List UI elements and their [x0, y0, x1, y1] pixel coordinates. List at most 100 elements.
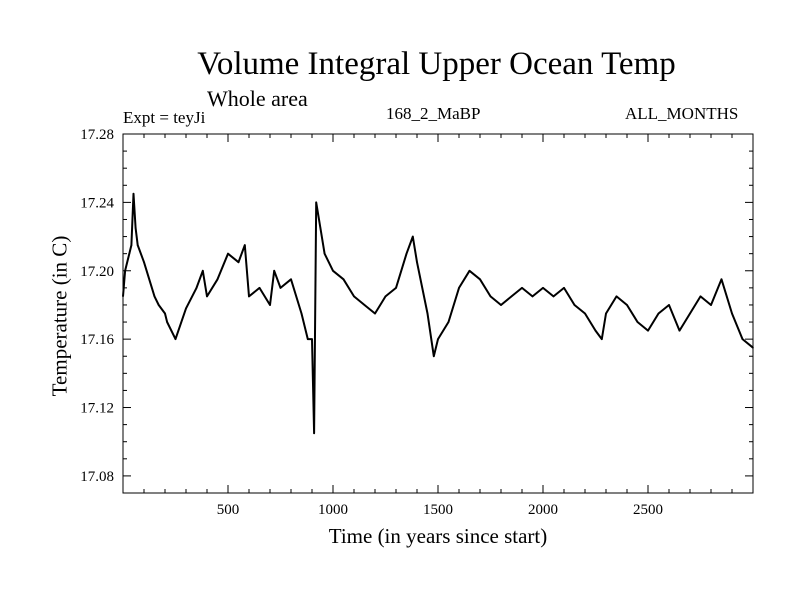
data-point: [395, 287, 397, 289]
data-point: [128, 252, 131, 255]
x-tick-label: 1500: [423, 502, 453, 518]
data-point: [689, 312, 691, 315]
data-point: [447, 321, 450, 323]
data-point: [323, 252, 326, 255]
data-point: [237, 261, 240, 264]
data-point: [573, 304, 576, 306]
data-point: [353, 295, 355, 298]
data-point: [601, 338, 603, 340]
series-line: [122, 192, 754, 435]
y-axis-label: Temperature (in C): [47, 235, 72, 397]
data-point: [563, 287, 565, 289]
data-point: [311, 338, 313, 340]
data-point: [647, 329, 649, 332]
data-point: [279, 287, 282, 289]
data-point: [244, 244, 246, 246]
data-point: [668, 304, 670, 306]
data-point: [479, 278, 481, 281]
data-point: [615, 295, 618, 298]
data-point: [134, 227, 137, 229]
data-point: [227, 252, 229, 255]
data-point: [143, 261, 145, 264]
data-point: [363, 304, 366, 306]
data-point: [157, 304, 160, 306]
y-tick-label: 17.08: [80, 469, 114, 485]
data-point: [699, 295, 702, 298]
data-point: [269, 304, 271, 306]
data-point: [216, 278, 219, 281]
data-point: [185, 307, 187, 310]
data-point: [300, 312, 303, 315]
x-tick-label: 2500: [633, 502, 663, 518]
data-point: [412, 235, 414, 238]
x-tick-label: 1000: [318, 502, 348, 518]
data-point: [290, 278, 292, 281]
data-point: [657, 312, 660, 315]
data-point: [720, 278, 723, 281]
months-label: ALL_MONTHS: [625, 104, 739, 123]
data-point: [132, 193, 135, 195]
experiment-label: Expt = teyJi: [123, 108, 206, 127]
data-point: [374, 312, 376, 315]
data-point: [130, 244, 133, 246]
data-point: [710, 304, 712, 306]
data-point: [124, 269, 126, 272]
data-point: [426, 312, 429, 315]
data-point: [342, 278, 345, 281]
data-point: [636, 321, 639, 323]
data-point: [153, 295, 156, 298]
y-tick-label: 17.16: [80, 332, 114, 348]
axis-ticks: [123, 133, 753, 494]
data-point: [416, 261, 418, 264]
data-point: [678, 329, 681, 332]
data-point: [433, 355, 435, 358]
data-point: [273, 269, 276, 272]
y-tick-label: 17.12: [80, 401, 114, 417]
data-point: [489, 295, 492, 298]
data-point: [405, 252, 408, 255]
data-point: [307, 338, 309, 340]
data-point: [437, 338, 439, 340]
data-point: [122, 295, 124, 298]
y-tick-label: 17.20: [80, 264, 114, 280]
data-point: [542, 287, 544, 289]
data-point: [319, 227, 322, 229]
y-tick-label: 17.28: [80, 127, 114, 143]
data-point: [510, 295, 513, 298]
data-point: [195, 287, 198, 289]
data-point: [164, 312, 166, 315]
data-point: [258, 287, 261, 289]
data-point: [468, 269, 471, 272]
data-point: [531, 295, 534, 298]
data-point: [752, 346, 754, 349]
data-point: [202, 269, 204, 272]
x-axis-label: Time (in years since start): [328, 524, 548, 548]
data-point: [500, 304, 502, 306]
data-point: [458, 287, 460, 289]
series-group: [122, 192, 754, 435]
data-point: [552, 295, 555, 298]
x-tick-label: 500: [217, 502, 240, 518]
data-point: [384, 295, 387, 298]
data-point: [206, 295, 208, 298]
data-point: [521, 287, 523, 289]
data-point: [248, 295, 250, 298]
data-point: [166, 321, 168, 323]
data-point: [605, 312, 607, 315]
y-tick-label: 17.24: [80, 195, 114, 211]
data-point: [332, 269, 334, 272]
data-point: [594, 329, 597, 332]
axis-tick-labels: 500 1000 1500 2000 2500 17.08 17.12 17.16 17.20 1…: [80, 127, 663, 518]
run-label: 168_2_MaBP: [386, 104, 481, 123]
data-point: [174, 338, 177, 340]
data-point: [584, 312, 586, 315]
x-tick-label: 2000: [528, 502, 558, 518]
data-point: [626, 304, 628, 306]
data-point: [315, 201, 318, 204]
data-point: [136, 244, 139, 246]
chart-title: Volume Integral Upper Ocean Temp: [197, 46, 676, 82]
chart-subtitle: Whole area: [207, 86, 308, 111]
data-point: [741, 338, 744, 340]
